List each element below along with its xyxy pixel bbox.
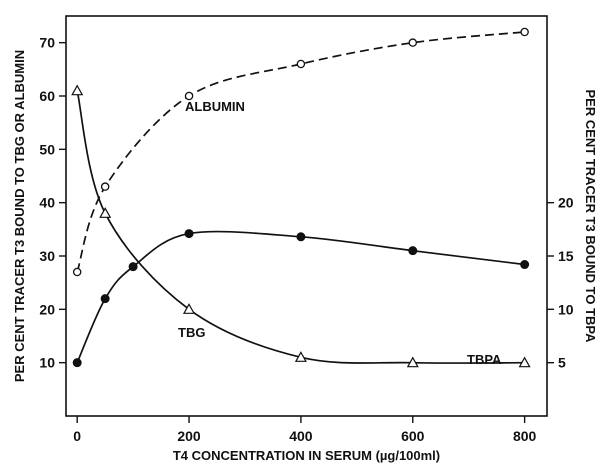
tbpa-data-point [296,232,306,242]
tbpa-data-point [184,229,194,239]
tbg-data-point [518,356,531,368]
y-left-axis-title: PER CENT TRACER T3 BOUND TO TBG OR ALBUM… [12,50,27,382]
y-right-axis-title: PER CENT TRACER T3 BOUND TO TBPA [583,89,596,343]
x-axis-title: T4 CONCENTRATION IN SERUM (µg/100ml) [173,448,440,463]
tbpa-data-point [408,246,418,256]
y-left-tick-label: 50 [39,141,55,157]
tbg-data-point [71,84,84,96]
tbpa-series-label: TBPA [467,352,502,367]
y-left-tick-label: 20 [39,301,55,317]
albumin-data-point [72,267,82,277]
tbpa-data-point [128,262,138,272]
albumin-data-point [100,182,110,191]
x-tick-label: 800 [513,428,537,444]
tbpa-series-line [76,230,525,364]
tbpa-data-point [520,260,530,270]
series-group [71,27,531,368]
tbg-data-point [182,303,196,314]
tbg-data-point [294,351,307,362]
albumin-series-label: ALBUMIN [185,99,245,114]
y-right-tick-label: 5 [558,355,566,371]
y-right-tick-label: 15 [558,248,574,264]
tbg-data-point [406,356,419,368]
tbg-data-point [99,207,112,218]
series-labels: ALBUMIN TBG TBPA [178,99,502,367]
y-right-tick-label: 10 [558,301,574,317]
y-left-tick-label: 70 [39,35,55,51]
y-left-tick-label: 60 [39,88,55,104]
tbg-series-line [76,90,525,364]
y-left-tick-label: 10 [39,355,55,371]
albumin-data-point [296,59,306,69]
x-tick-label: 400 [289,428,313,444]
x-tick-label: 600 [401,428,425,444]
tbpa-data-point [100,294,110,304]
plot-frame [65,15,548,417]
albumin-data-point [184,91,194,101]
tbpa-data-point [72,358,82,368]
axes: 0 200 400 600 800 10 20 30 40 50 60 70 5 10 15 20 T4 CON… [12,15,596,463]
y-right-tick-label: 20 [558,195,574,211]
albumin-data-point [520,27,529,37]
albumin-data-point [408,38,418,47]
x-tick-label: 200 [177,428,201,444]
y-left-tick-label: 30 [39,248,55,264]
x-tick-label: 0 [73,428,81,444]
tbg-series-label: TBG [178,325,205,340]
y-left-tick-label: 40 [39,195,55,211]
